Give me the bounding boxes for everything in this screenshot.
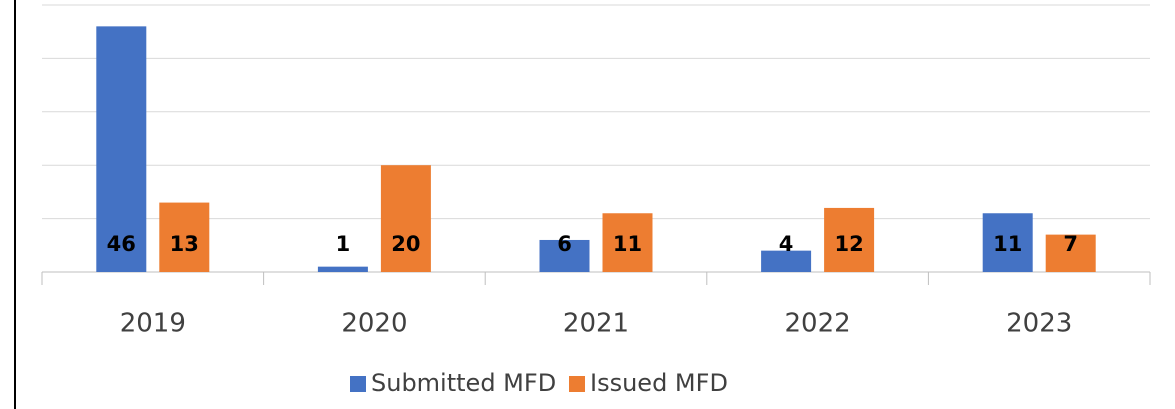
legend-swatch [350,376,366,392]
bar [96,26,147,272]
bar [159,202,210,272]
legend-label: Submitted MFD [371,369,556,397]
x-tick-label: 2023 [1006,309,1072,339]
bar [602,213,653,272]
legend-swatch [569,376,585,392]
value-label: 11 [613,232,642,256]
bar [539,239,590,272]
value-label: 6 [557,232,572,256]
x-tick-label: 2021 [563,309,629,339]
value-label: 20 [391,232,420,256]
bar [824,207,875,272]
bar [317,266,368,272]
value-label: 12 [834,232,863,256]
value-label: 11 [993,232,1022,256]
value-label: 1 [336,232,351,256]
bar [380,165,431,272]
bar [1045,234,1096,272]
value-label: 7 [1063,232,1078,256]
x-tick-label: 2020 [341,309,407,339]
bar [761,250,812,272]
legend-label: Issued MFD [590,369,728,397]
value-label: 13 [170,232,199,256]
value-label: 4 [779,232,794,256]
x-tick-label: 2019 [120,309,186,339]
x-tick-label: 2022 [785,309,851,339]
bar [982,213,1033,272]
value-label: 46 [107,232,136,256]
